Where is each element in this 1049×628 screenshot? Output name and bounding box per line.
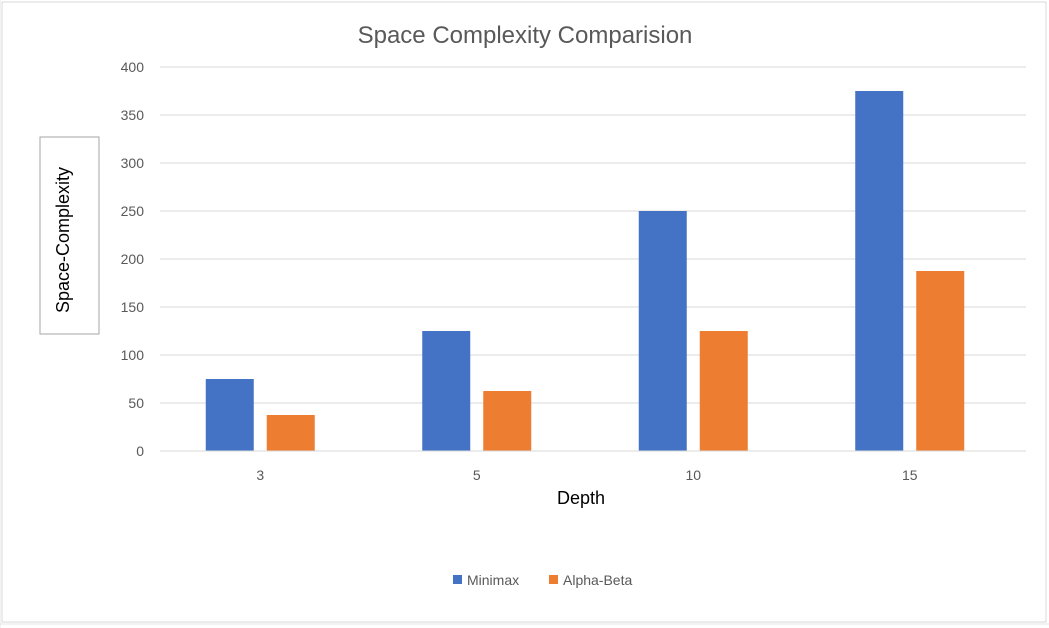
bar-alpha-beta-3[interactable] bbox=[266, 415, 315, 451]
x-tick-label: 3 bbox=[256, 467, 264, 483]
x-tick-label: 5 bbox=[473, 467, 481, 483]
y-axis-tick-labels: 0 50 100 150 200 250 300 350 400 bbox=[121, 59, 145, 459]
bar-alpha-beta-5[interactable] bbox=[483, 391, 532, 451]
y-tick-label: 350 bbox=[121, 107, 145, 123]
bar-alpha-beta-10[interactable] bbox=[699, 331, 748, 451]
bar-alpha-beta-15[interactable] bbox=[916, 271, 965, 451]
y-tick-label: 300 bbox=[121, 155, 145, 171]
y-tick-label: 200 bbox=[121, 251, 145, 267]
chart-title[interactable]: Space Complexity Comparision bbox=[358, 22, 693, 49]
y-tick-label: 400 bbox=[121, 59, 145, 75]
legend[interactable]: Minimax Alpha-Beta bbox=[453, 572, 632, 588]
bar-minimax-3[interactable] bbox=[205, 379, 254, 451]
y-tick-label: 0 bbox=[136, 443, 144, 459]
legend-label-minimax: Minimax bbox=[467, 572, 519, 588]
bar-minimax-5[interactable] bbox=[422, 331, 471, 451]
y-tick-label: 150 bbox=[121, 299, 145, 315]
x-axis-title[interactable]: Depth bbox=[557, 488, 605, 508]
y-tick-label: 50 bbox=[128, 395, 144, 411]
x-tick-label: 10 bbox=[685, 467, 701, 483]
bar-minimax-15[interactable] bbox=[855, 91, 904, 451]
legend-swatch-alpha-beta bbox=[549, 575, 558, 584]
x-tick-label: 15 bbox=[902, 467, 918, 483]
legend-swatch-minimax bbox=[453, 575, 462, 584]
x-axis-tick-labels: 3 5 10 15 bbox=[256, 467, 917, 483]
y-tick-label: 100 bbox=[121, 347, 145, 363]
bars bbox=[205, 91, 965, 451]
bar-minimax-10[interactable] bbox=[638, 211, 687, 451]
y-axis-title-box[interactable] bbox=[39, 136, 100, 335]
y-tick-label: 250 bbox=[121, 203, 145, 219]
y-axis-title: Space-Complexity bbox=[53, 167, 73, 313]
legend-label-alpha-beta: Alpha-Beta bbox=[563, 572, 632, 588]
